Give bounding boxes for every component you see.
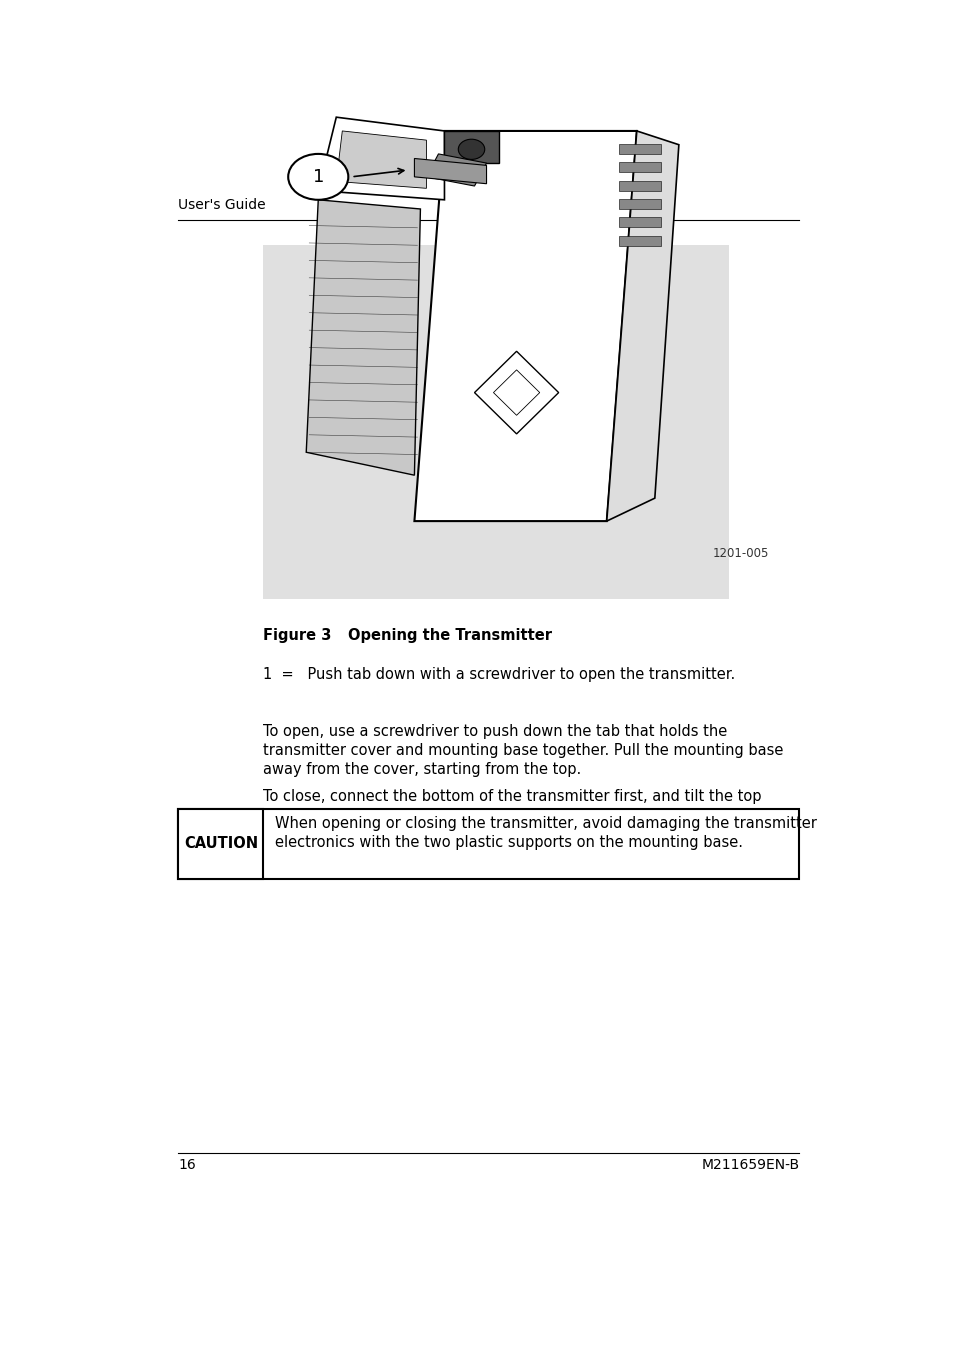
- Text: 1201-005: 1201-005: [712, 547, 768, 560]
- FancyBboxPatch shape: [178, 809, 799, 879]
- Polygon shape: [444, 131, 498, 163]
- Bar: [618, 217, 660, 227]
- Text: forward to close the tab. Do not push on the display. Closing the: forward to close the tab. Do not push on…: [263, 807, 735, 822]
- Polygon shape: [318, 117, 444, 200]
- Text: CAUTION: CAUTION: [184, 837, 257, 852]
- Polygon shape: [414, 158, 486, 184]
- Text: M211659EN-B: M211659EN-B: [700, 1158, 799, 1172]
- Polygon shape: [414, 131, 636, 521]
- FancyBboxPatch shape: [178, 809, 263, 879]
- Bar: [618, 198, 660, 209]
- Text: transmitter cover and mounting base together. Pull the mounting base: transmitter cover and mounting base toge…: [263, 743, 783, 759]
- Text: 1: 1: [313, 167, 324, 186]
- Text: Figure 3: Figure 3: [263, 628, 332, 643]
- Bar: [618, 181, 660, 190]
- Text: To open, use a screwdriver to push down the tab that holds the: To open, use a screwdriver to push down …: [263, 725, 727, 740]
- Polygon shape: [335, 131, 426, 188]
- Text: away from the cover, starting from the top.: away from the cover, starting from the t…: [263, 761, 581, 776]
- Text: 16: 16: [178, 1158, 196, 1172]
- Circle shape: [457, 139, 484, 159]
- FancyBboxPatch shape: [263, 246, 728, 598]
- Circle shape: [288, 154, 348, 200]
- Text: 1  =   Push tab down with a screwdriver to open the transmitter.: 1 = Push tab down with a screwdriver to …: [263, 667, 735, 682]
- Text: User's Guide: User's Guide: [178, 198, 266, 212]
- Bar: [618, 144, 660, 154]
- Bar: [618, 162, 660, 173]
- Text: To close, connect the bottom of the transmitter first, and tilt the top: To close, connect the bottom of the tran…: [263, 788, 761, 803]
- Bar: [618, 236, 660, 246]
- Polygon shape: [426, 154, 486, 186]
- Polygon shape: [306, 200, 420, 475]
- Text: When opening or closing the transmitter, avoid damaging the transmitter: When opening or closing the transmitter,…: [274, 815, 816, 830]
- Polygon shape: [606, 131, 679, 521]
- Text: electronics with the two plastic supports on the mounting base.: electronics with the two plastic support…: [274, 834, 741, 849]
- Text: transmitter starts it up if power is supplied to the screw terminals.: transmitter starts it up if power is sup…: [263, 826, 751, 841]
- Text: Opening the Transmitter: Opening the Transmitter: [348, 628, 552, 643]
